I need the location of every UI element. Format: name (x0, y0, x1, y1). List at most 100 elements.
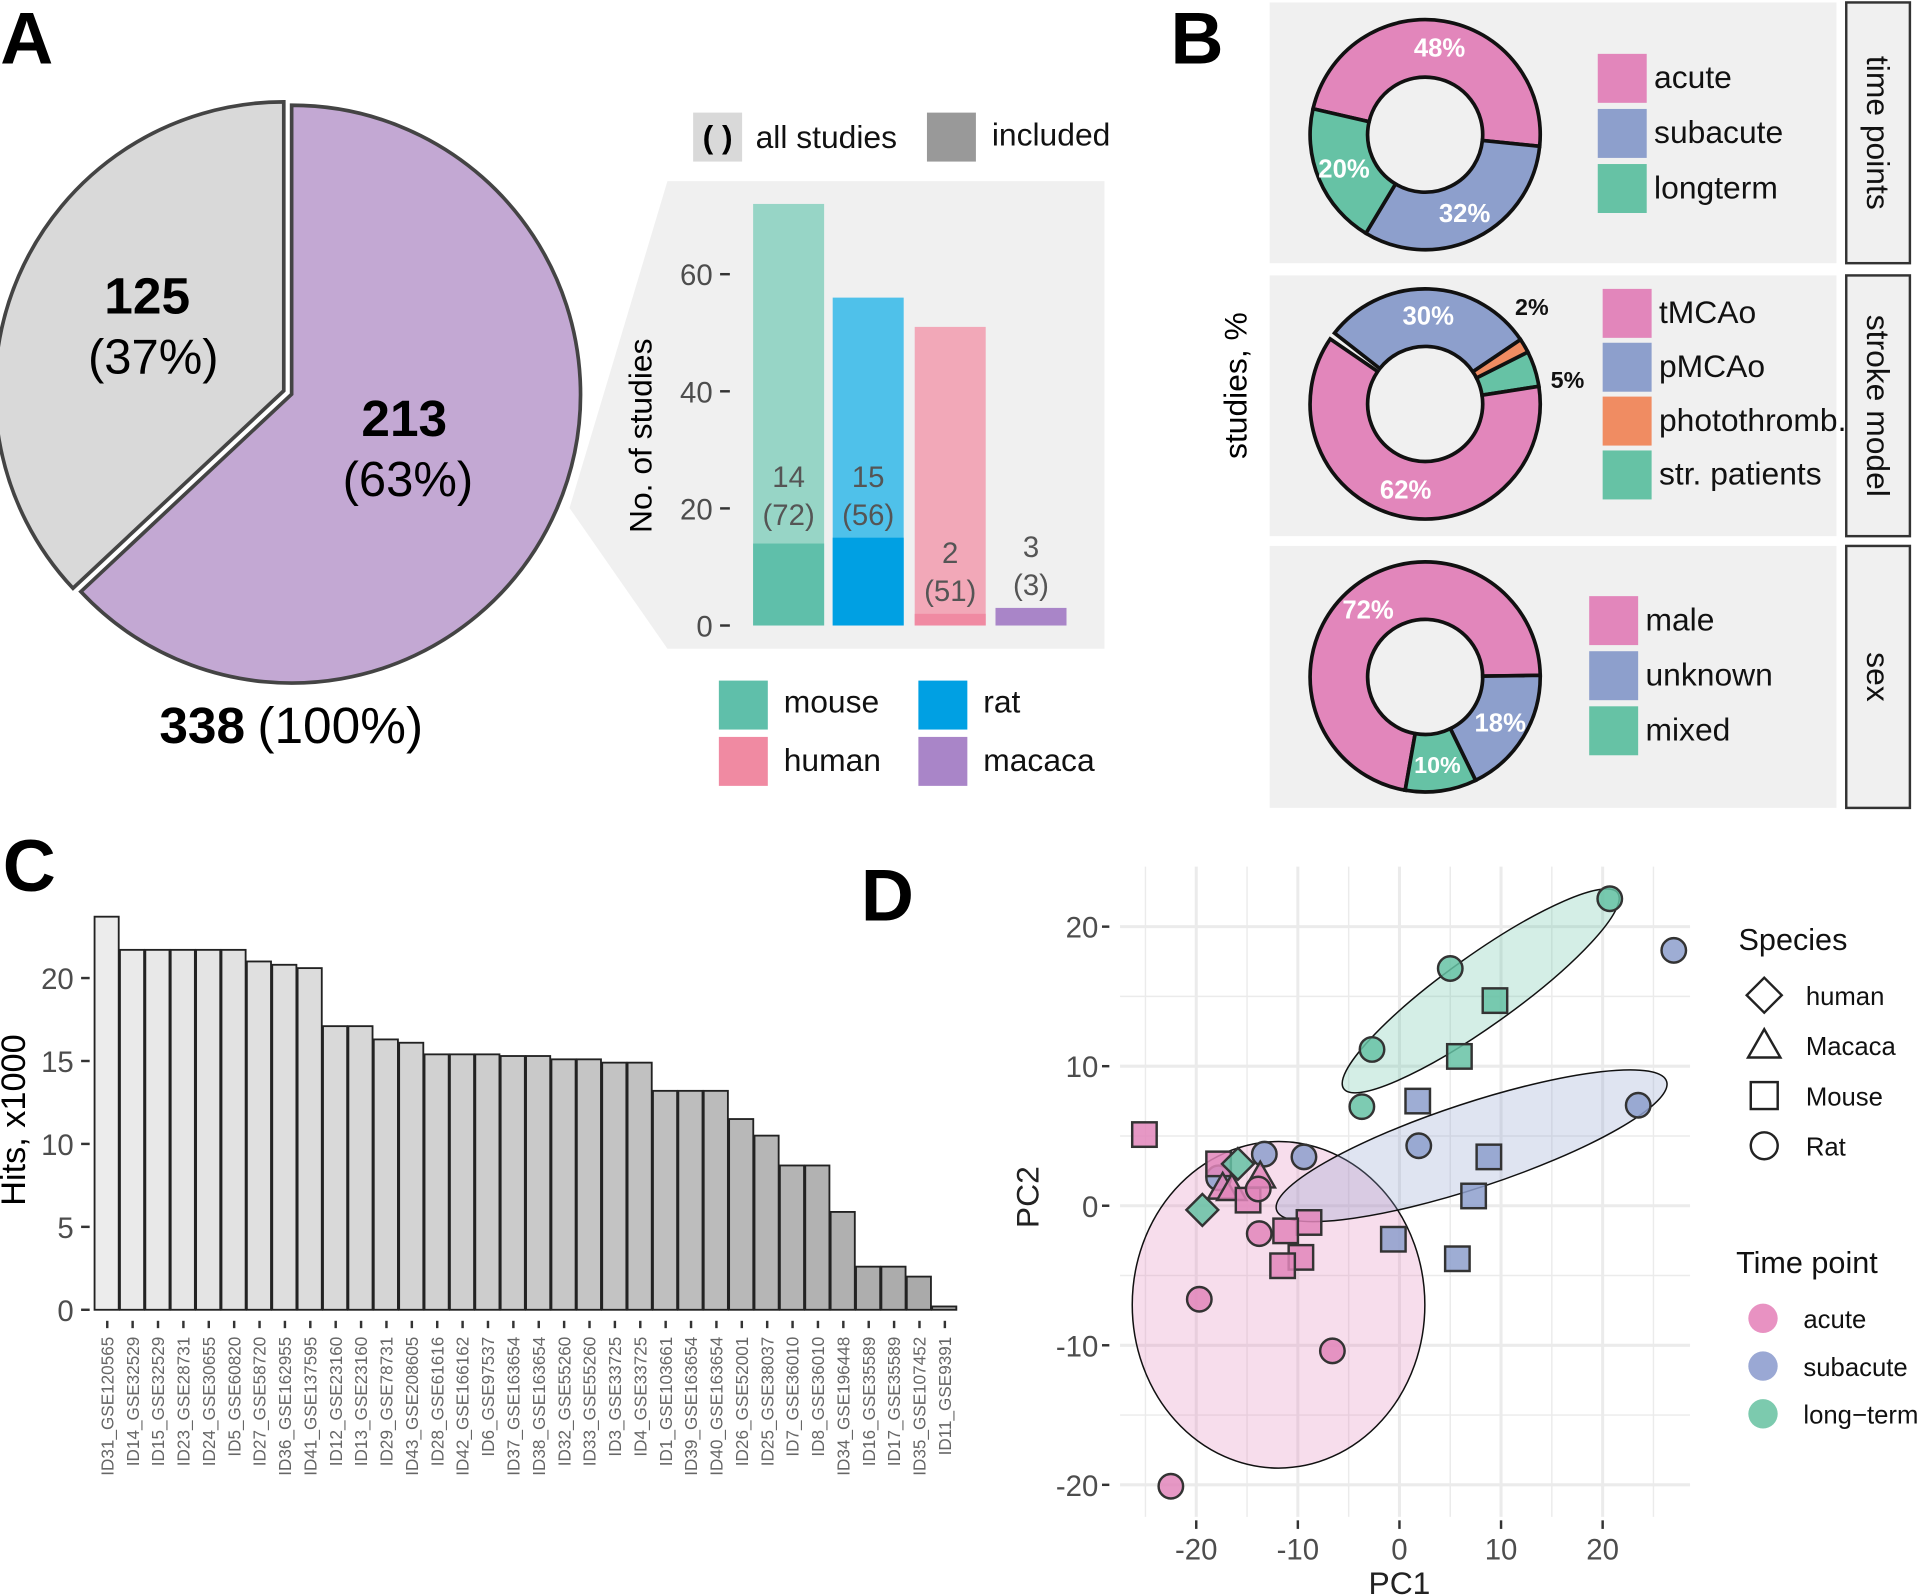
donut-slice-subacute (1363, 138, 1542, 252)
legend-swatch-mouse (718, 680, 768, 730)
y-tick-label: 60 (680, 259, 713, 292)
panel-letter-a: A (0, 0, 53, 80)
legend-shape-diamond-icon (1744, 975, 1784, 1015)
x-tick-label: ID39_GSE163654 (681, 1336, 701, 1475)
bar-label-included-human: 2 (942, 537, 958, 570)
point-long-term-diamond (1220, 1146, 1256, 1182)
legend-swatch-mixed (1589, 706, 1639, 756)
point-acute-circle (1318, 1337, 1346, 1365)
y-tick-label: 0 (57, 1295, 73, 1328)
bar-included-human (914, 613, 986, 626)
x-tick-label: ID11_GSE9391 (935, 1337, 955, 1456)
bar-id39 (677, 1089, 704, 1311)
point-acute-circle (1185, 1285, 1213, 1313)
y-tick-label: 20 (1066, 912, 1099, 945)
bar-id17 (880, 1265, 907, 1311)
legend-all-studies-label: all studies (756, 119, 897, 155)
x-tick-label: 0 (1391, 1534, 1407, 1567)
bar-id35 (905, 1275, 932, 1311)
donut-slice-label: 30% (1403, 302, 1455, 330)
y-tick-label: 20 (41, 963, 74, 996)
panel-letter-c: C (3, 825, 56, 907)
x-tick-label: ID31_GSE120565 (97, 1337, 117, 1476)
x-tick-label: ID15_GSE32529 (148, 1337, 168, 1466)
x-tick-label: ID5_GSE60820 (224, 1337, 244, 1457)
donut-slice-acute (1310, 17, 1543, 149)
legend-label-tmcao: tMCAo (1659, 294, 1756, 330)
pie-label-excluded-count: 125 (104, 266, 190, 324)
legend-label-male: male (1645, 601, 1714, 637)
donut-slice-label: 18% (1475, 710, 1527, 738)
y-tick-label: 20 (680, 493, 713, 526)
panel-letter-d: D (861, 855, 914, 937)
legend-time-swatch-2 (1748, 1399, 1778, 1429)
x-tick-label: 10 (1485, 1534, 1518, 1567)
facet-strip-label: sex (1860, 652, 1896, 702)
bar-id12 (322, 1025, 349, 1311)
pie-chart-studies (0, 100, 583, 685)
x-tick-label: ID42_GSE166162 (453, 1337, 473, 1476)
x-tick-label: ID26_GSE52001 (732, 1337, 752, 1466)
legend-label-human: human (784, 742, 881, 778)
bar-id6 (474, 1053, 501, 1311)
legend-swatch-tmcao (1602, 288, 1652, 338)
x-tick-label: ID40_GSE163654 (707, 1336, 727, 1475)
donut-slice-longterm (1308, 106, 1399, 236)
bar-label-all-macaca: (3) (1013, 569, 1049, 602)
pie-slice-excluded (0, 100, 286, 591)
legend-label-rat: rat (983, 683, 1020, 719)
x-tick-label: ID17_GSE35589 (884, 1337, 904, 1466)
point-subacute-square (1443, 1245, 1471, 1273)
point-subacute-circle (1405, 1132, 1433, 1160)
legend-species-mouse: Mouse (1806, 1083, 1883, 1111)
legend-label-macaca: macaca (983, 742, 1095, 778)
donut-slice-label: 32% (1439, 200, 1491, 228)
point-long-term-circle (1358, 1035, 1386, 1063)
bar-id16 (855, 1265, 882, 1311)
bar-included-mouse (753, 543, 825, 626)
x-tick-label: ID27_GSE58720 (250, 1337, 270, 1466)
bar-label-all-human: (51) (924, 575, 976, 608)
bar-id4 (626, 1061, 653, 1311)
legend-swatch-subacute (1597, 108, 1647, 158)
y-axis-label-hits: Hits, x1000 (0, 1034, 33, 1205)
donut-slice-label: 10% (1414, 752, 1461, 778)
bar-id7 (778, 1164, 805, 1311)
donut-slice-pmcao (1331, 287, 1524, 375)
bar-label-all-mouse: (72) (763, 499, 815, 532)
donut-slice-label: 5% (1551, 367, 1585, 393)
x-tick-label: ID14_GSE32529 (123, 1337, 143, 1466)
x-tick-label: ID24_GSE30655 (199, 1337, 219, 1466)
donut-slice-label: 48% (1414, 34, 1466, 62)
x-tick-label: ID33_GSE55260 (580, 1337, 600, 1466)
y-tick-label: -10 (1056, 1330, 1098, 1363)
x-tick-label: ID35_GSE107452 (910, 1337, 930, 1476)
bar-id1 (652, 1089, 679, 1311)
x-tick-label: ID37_GSE163654 (503, 1336, 523, 1475)
x-tick-label: ID38_GSE163654 (529, 1336, 549, 1475)
y-tick-label: 5 (57, 1212, 73, 1245)
legend-time-label: long−term (1803, 1402, 1918, 1430)
point-acute-square (1272, 1217, 1300, 1245)
legend-swatch-photothromb (1602, 396, 1652, 446)
legend-label-acute: acute (1654, 59, 1732, 95)
legend-all-studies-symbol: ( ) (703, 119, 733, 155)
bar-id24 (195, 948, 222, 1311)
bar-label-included-rat: 15 (852, 461, 885, 494)
legend-species-human: human (1806, 983, 1885, 1011)
legend-species-rat: Rat (1806, 1134, 1846, 1162)
point-subacute-circle (1290, 1143, 1318, 1171)
point-subacute-square (1379, 1225, 1407, 1253)
bar-all-human (914, 326, 986, 626)
bar-id38 (525, 1055, 552, 1311)
y-tick-label: 0 (696, 611, 712, 644)
facet-strip (1845, 544, 1912, 810)
donut-slice-label: 62% (1380, 476, 1432, 504)
facet-strip-label: time points (1860, 56, 1896, 210)
bar-label-included-macaca: 3 (1023, 531, 1039, 564)
x-axis-label-pc1: PC1 (1369, 1565, 1431, 1595)
point-acute-square (1130, 1121, 1158, 1149)
point-subacute-square (1460, 1182, 1488, 1210)
point-long-term-square (1481, 987, 1509, 1015)
